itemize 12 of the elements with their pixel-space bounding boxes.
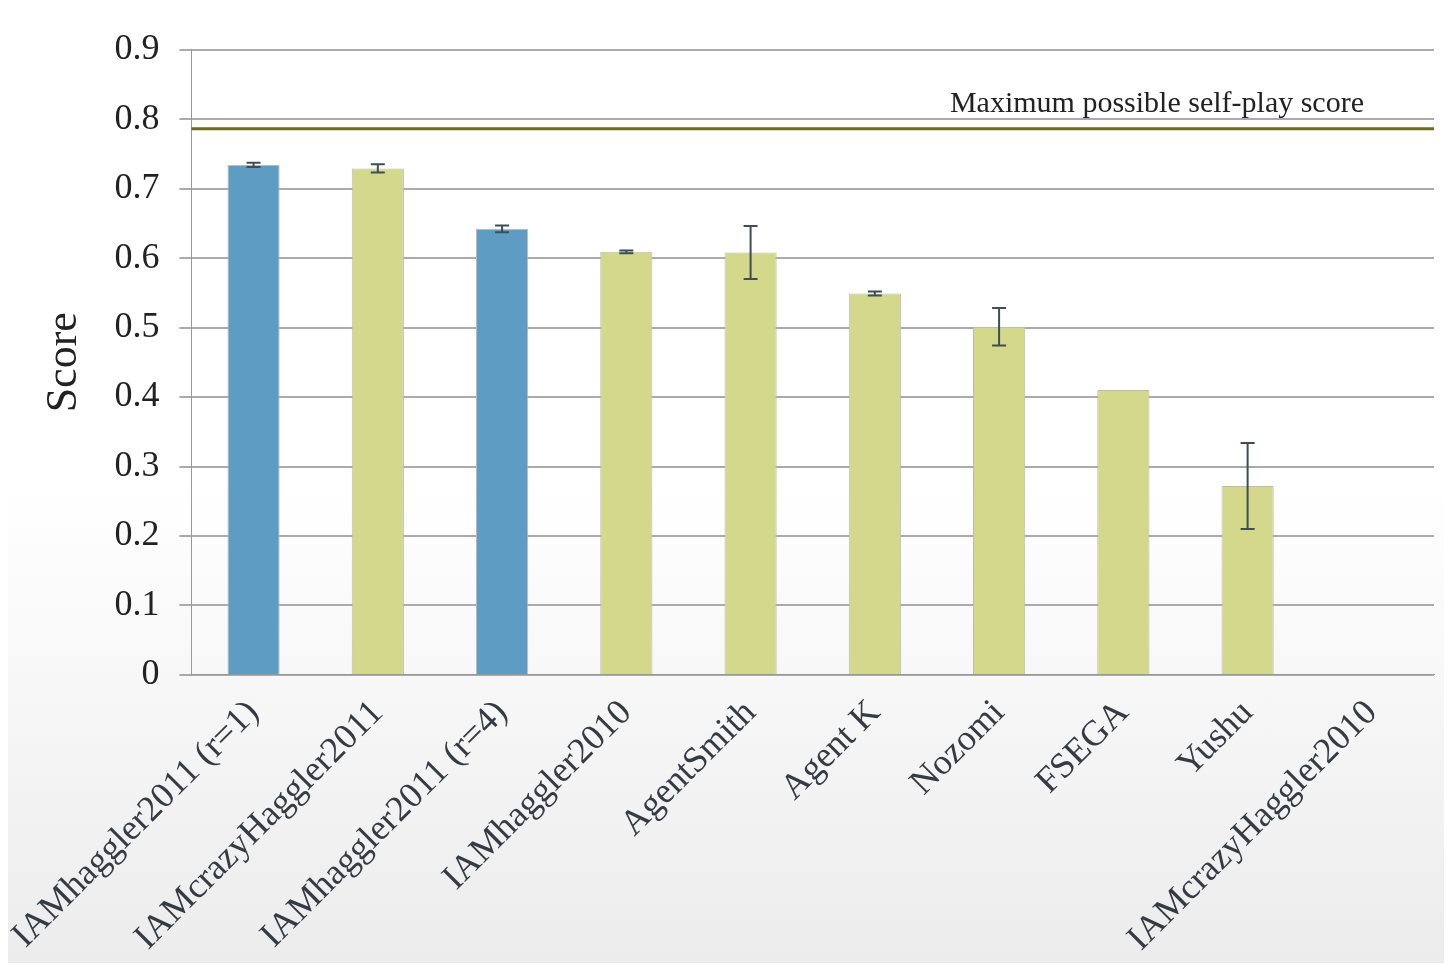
y-tick-label: 0.3 bbox=[114, 443, 160, 484]
y-tick-label: 0.2 bbox=[114, 513, 160, 554]
y-tick-label: 0 bbox=[141, 652, 160, 693]
y-tick-label: 0.8 bbox=[114, 96, 160, 137]
y-tick-label: 0.6 bbox=[114, 235, 160, 276]
y-tick-label: 0.7 bbox=[114, 166, 160, 207]
ref-line-label: Maximum possible self-play score bbox=[949, 84, 1364, 118]
y-axis-title: Score bbox=[36, 312, 86, 413]
y-tick-label: 0.5 bbox=[114, 304, 160, 345]
y-tick-label: 0.1 bbox=[114, 582, 160, 623]
y-tick-label: 0.4 bbox=[114, 374, 160, 415]
y-tick-label: 0.9 bbox=[114, 27, 160, 68]
